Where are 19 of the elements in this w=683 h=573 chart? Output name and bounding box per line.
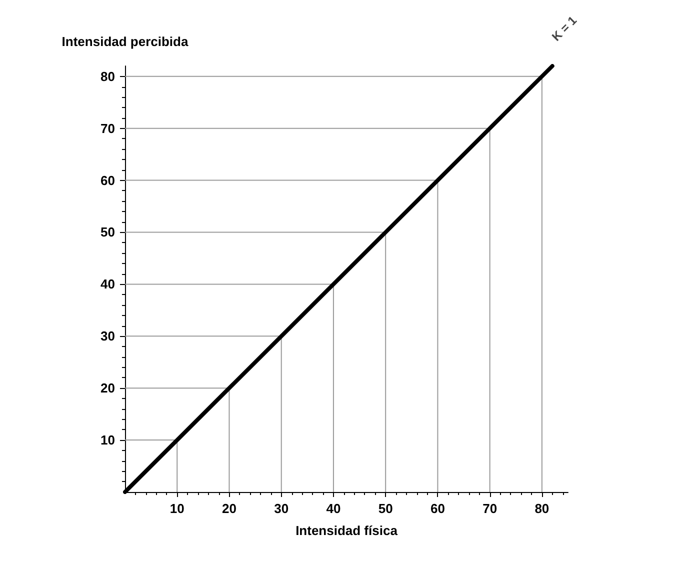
y-tick-label: 50 (100, 224, 115, 240)
annotation: K = 1 (549, 13, 580, 44)
x-axis-title: Intensidad física (296, 523, 398, 538)
x-tick-label: 30 (274, 501, 289, 516)
x-tick-label: 80 (534, 501, 550, 516)
x-tick-label: 50 (378, 501, 393, 516)
y-tick-label: 60 (100, 172, 115, 188)
x-tick-label: 40 (326, 501, 341, 516)
y-tick-label: 80 (100, 68, 115, 84)
x-tick-label: 60 (430, 501, 445, 516)
y-axis-title: Intensidad percibida (62, 34, 189, 49)
y-tick-label: 20 (100, 380, 115, 396)
x-tick-label: 10 (170, 501, 184, 516)
x-tick-label: 20 (222, 501, 236, 516)
y-tick-label: 40 (100, 276, 115, 292)
y-tick-label: 10 (100, 432, 115, 448)
y-tick-label: 70 (100, 120, 115, 136)
x-tick-label: 70 (482, 501, 498, 516)
y-tick-label: 30 (100, 328, 115, 344)
